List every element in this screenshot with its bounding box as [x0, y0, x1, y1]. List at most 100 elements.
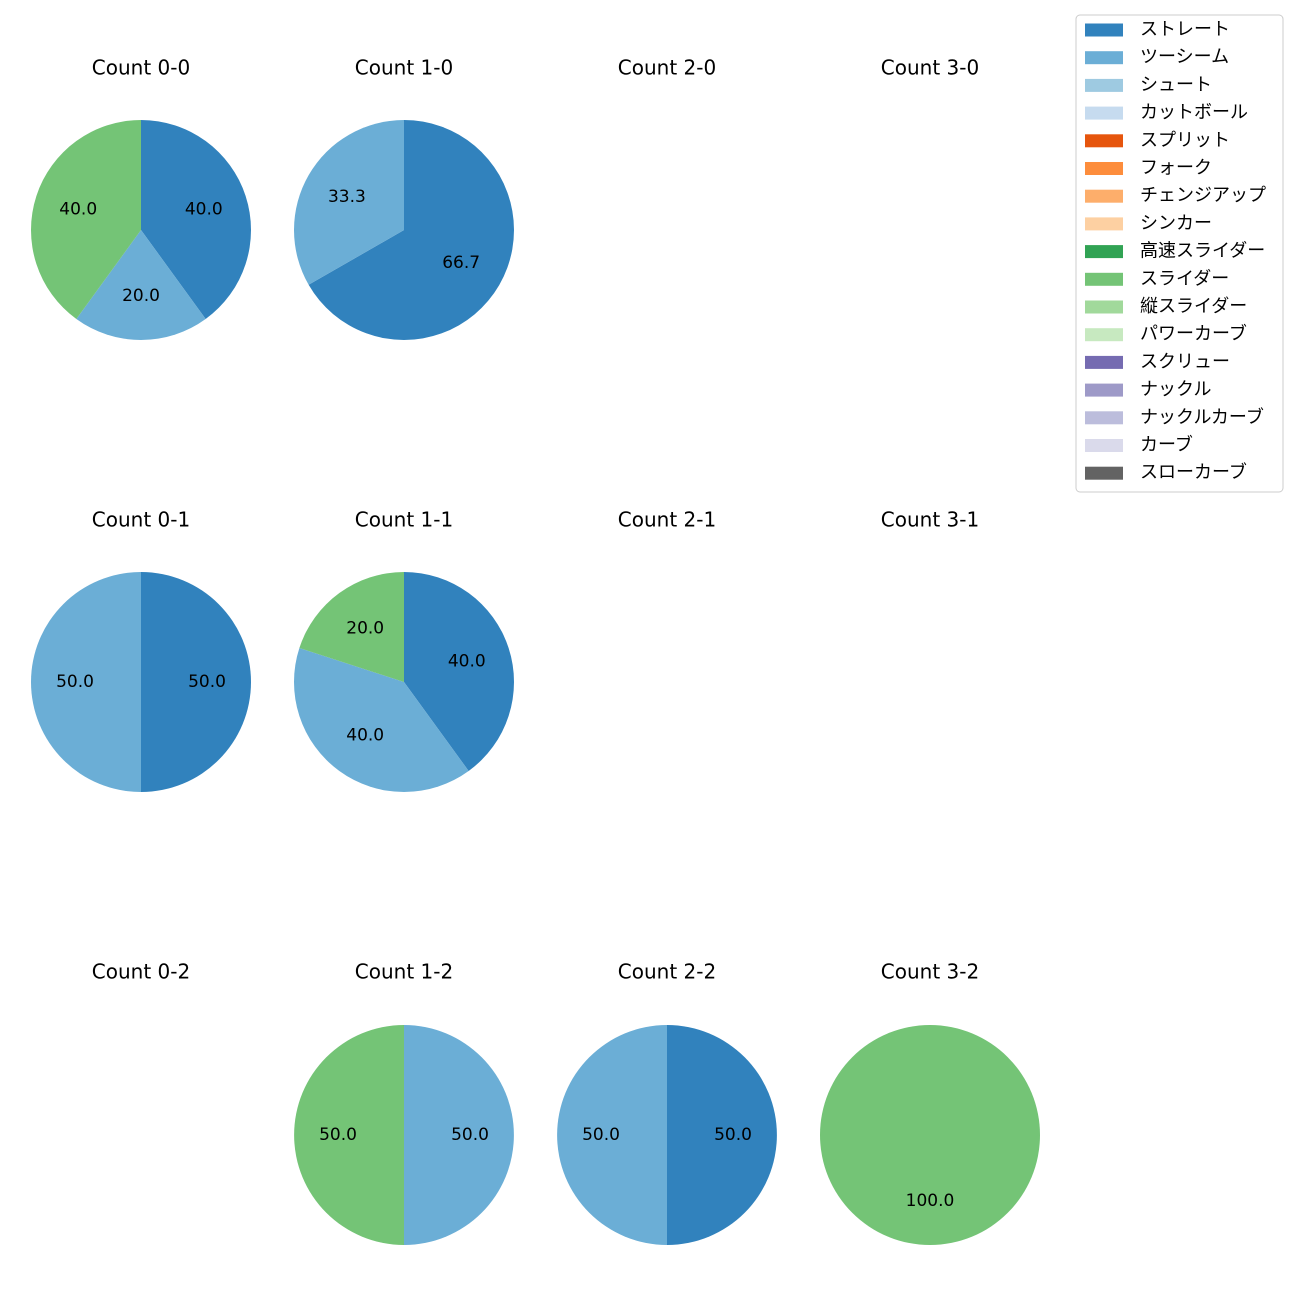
- legend-label: カットボール: [1140, 102, 1248, 123]
- slice-label: 40.0: [346, 725, 384, 745]
- legend-item: 縦スライダー: [1085, 296, 1247, 317]
- pie-panel: Count 2-2 50.0 50.0: [557, 960, 777, 1245]
- slice-label: 40.0: [59, 200, 97, 220]
- legend-swatch: [1085, 439, 1123, 452]
- legend-item: チェンジアップ: [1085, 185, 1266, 206]
- legend-swatch: [1085, 217, 1123, 231]
- slice-label: 100.0: [906, 1191, 955, 1211]
- pie-panel: Count 2-1: [618, 508, 716, 532]
- pie-panels: Count 0-0 40.0 20.0 40.0 Count 1-0 66.7 33.3 Co…: [30, 56, 1040, 1245]
- panel-title: Count 3-2: [881, 960, 979, 984]
- panel-title: Count 2-1: [618, 508, 716, 532]
- legend-swatch: [1085, 51, 1123, 65]
- legend-item: ナックルカーブ: [1085, 406, 1264, 428]
- pie-slice: [667, 1025, 777, 1245]
- legend-swatch: [1085, 134, 1123, 148]
- panel-title: Count 1-0: [355, 56, 453, 80]
- legend-label: フォーク: [1140, 158, 1212, 179]
- legend-label: 高速スライダー: [1140, 241, 1265, 262]
- legend-item: フォーク: [1085, 158, 1212, 179]
- legend-swatch: [1085, 411, 1123, 425]
- legend-swatch: [1085, 23, 1123, 37]
- legend-items: ストレートツーシームシュートカットボールスプリットフォークチェンジアップシンカー…: [1085, 19, 1266, 483]
- pie-slice: [308, 120, 514, 340]
- legend-swatch: [1085, 162, 1123, 175]
- legend-label: スプリット: [1140, 130, 1230, 151]
- panel-title: Count 1-2: [355, 960, 453, 984]
- legend-label: ストレート: [1140, 19, 1230, 40]
- panel-title: Count 0-1: [92, 508, 190, 532]
- legend-item: スローカーブ: [1085, 461, 1247, 483]
- legend-swatch: [1085, 245, 1123, 259]
- legend-label: パワーカーブ: [1140, 323, 1247, 345]
- legend-label: 縦スライダー: [1140, 296, 1247, 317]
- pie-panel: Count 3-2 100.0: [820, 960, 1040, 1245]
- legend-label: シュート: [1140, 74, 1212, 95]
- slice-label: 50.0: [582, 1125, 620, 1145]
- pie-panel: Count 1-2 50.0 50.0: [294, 960, 514, 1245]
- legend-item: シンカー: [1085, 213, 1212, 234]
- slice-label: 40.0: [185, 200, 223, 220]
- pie-slice: [76, 230, 206, 340]
- pie-slice: [404, 572, 515, 771]
- legend-label: スクリュー: [1140, 351, 1230, 372]
- legend: ストレートツーシームシュートカットボールスプリットフォークチェンジアップシンカー…: [1075, 14, 1284, 493]
- legend-label: シンカー: [1140, 213, 1212, 234]
- legend-item: スプリット: [1085, 130, 1230, 151]
- legend-frame: [1075, 14, 1284, 493]
- panel-title: Count 3-1: [881, 508, 979, 532]
- legend-swatch: [1085, 106, 1123, 120]
- slice-label: 50.0: [188, 672, 226, 692]
- slice-label: 66.7: [442, 253, 480, 273]
- slice-label: 20.0: [346, 619, 384, 639]
- legend-swatch: [1085, 466, 1123, 480]
- slice-label: 50.0: [451, 1125, 489, 1145]
- legend-swatch: [1085, 328, 1123, 342]
- legend-swatch: [1085, 355, 1123, 369]
- legend-label: スローカーブ: [1140, 461, 1247, 483]
- slice-label: 50.0: [56, 672, 94, 692]
- slice-label: 50.0: [319, 1125, 357, 1145]
- slice-label: 20.0: [122, 286, 160, 306]
- legend-swatch: [1085, 272, 1123, 286]
- legend-label: ナックル: [1140, 379, 1211, 400]
- pie-panel: Count 0-0 40.0 20.0 40.0: [30, 56, 252, 340]
- legend-item: パワーカーブ: [1085, 323, 1247, 345]
- pie-slice: [294, 1025, 404, 1245]
- pie-panel: Count 3-0: [881, 56, 979, 80]
- pie-panel: Count 0-2: [92, 960, 190, 984]
- legend-item: 高速スライダー: [1085, 241, 1265, 262]
- pie-panel: Count 0-1 50.0 50.0: [31, 508, 251, 792]
- pie-slice: [30, 120, 141, 319]
- pie-panel: Count 3-1: [881, 508, 979, 532]
- legend-item: ツーシーム: [1085, 47, 1229, 68]
- legend-item: カーブ: [1085, 434, 1193, 456]
- slice-label: 33.3: [328, 187, 366, 207]
- pie-slice: [299, 572, 404, 682]
- legend-label: スライダー: [1140, 268, 1229, 289]
- panel-title: Count 2-0: [618, 56, 716, 80]
- legend-item: シュート: [1085, 74, 1212, 95]
- panel-title: Count 2-2: [618, 960, 716, 984]
- legend-label: チェンジアップ: [1140, 185, 1266, 206]
- panel-title: Count 0-0: [92, 56, 190, 80]
- legend-item: ナックル: [1085, 379, 1211, 400]
- pie-slice: [31, 572, 141, 792]
- legend-item: スクリュー: [1085, 351, 1230, 372]
- pie-slice: [404, 1025, 514, 1245]
- legend-label: ナックルカーブ: [1140, 406, 1264, 428]
- pie-slice: [141, 120, 252, 319]
- legend-swatch: [1085, 383, 1123, 397]
- legend-swatch: [1085, 300, 1123, 314]
- slice-label: 40.0: [448, 652, 486, 672]
- panel-title: Count 1-1: [355, 508, 453, 532]
- legend-swatch: [1085, 189, 1123, 203]
- pie-slice: [293, 120, 404, 285]
- pie-panel: Count 2-0: [618, 56, 716, 80]
- panel-title: Count 0-2: [92, 960, 190, 984]
- pie-panel: Count 1-1 40.0 40.0 20.0: [293, 508, 515, 793]
- legend-item: ストレート: [1085, 19, 1230, 40]
- legend-item: スライダー: [1085, 268, 1229, 289]
- pie-slice: [820, 1025, 1040, 1245]
